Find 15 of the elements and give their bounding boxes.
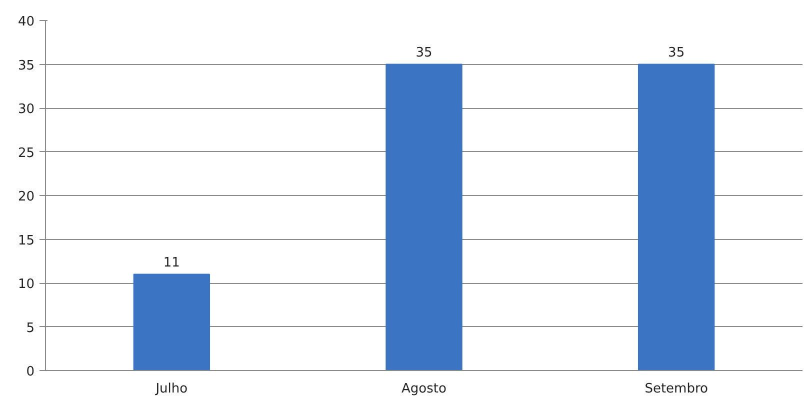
x-tick-label: Agosto xyxy=(402,382,447,396)
y-tick-label: 30 xyxy=(18,102,35,117)
y-tick-label: 15 xyxy=(18,233,35,248)
data-label: 35 xyxy=(668,45,685,60)
y-tick-label: 5 xyxy=(26,320,35,336)
y-tick-label: 35 xyxy=(18,58,35,74)
y-tick-label: 0 xyxy=(26,364,35,380)
y-tick-label: 40 xyxy=(18,14,35,30)
y-tick-label: 10 xyxy=(18,277,35,292)
data-label: 11 xyxy=(163,255,180,270)
y-tick-label: 25 xyxy=(18,146,35,161)
x-tick-label: Setembro xyxy=(644,382,708,396)
x-tick-label: Julho xyxy=(154,382,188,396)
data-label: 35 xyxy=(416,45,432,60)
y-tick-label: 20 xyxy=(18,190,35,204)
